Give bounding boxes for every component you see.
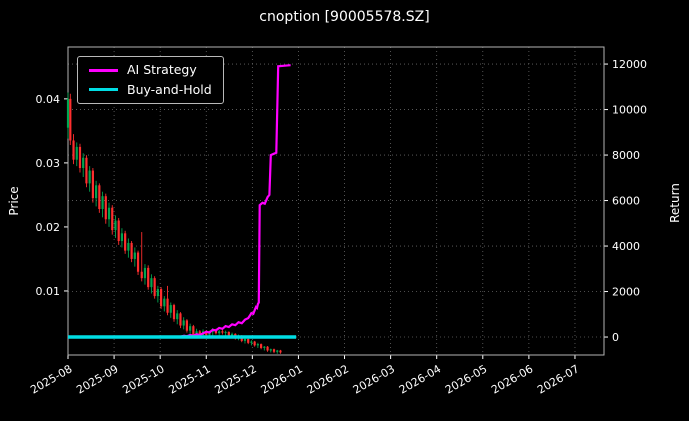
svg-text:2025-10: 2025-10: [120, 362, 166, 396]
svg-text:2026-01: 2026-01: [259, 362, 305, 396]
svg-text:4000: 4000: [612, 240, 640, 253]
svg-text:2026-03: 2026-03: [351, 362, 397, 396]
svg-text:2000: 2000: [612, 286, 640, 299]
svg-text:10000: 10000: [612, 104, 647, 117]
svg-text:8000: 8000: [612, 149, 640, 162]
svg-text:0: 0: [612, 331, 619, 344]
chart-title: cnoption [90005578.SZ]: [259, 9, 430, 25]
svg-text:2026-07: 2026-07: [535, 362, 581, 396]
svg-text:0.02: 0.02: [36, 221, 61, 234]
legend-swatch-buy-and-hold: [89, 88, 118, 92]
legend-swatch-ai-strategy: [89, 68, 118, 72]
legend-label-buy-and-hold: Buy-and-Hold: [127, 81, 212, 97]
svg-text:0.04: 0.04: [36, 93, 61, 106]
svg-text:2025-12: 2025-12: [213, 362, 259, 396]
return-axis-label: Return: [668, 183, 682, 223]
svg-text:2026-06: 2026-06: [489, 362, 535, 396]
legend-item-buy-and-hold: Buy-and-Hold: [89, 81, 212, 97]
svg-text:2025-11: 2025-11: [166, 362, 212, 396]
legend: AI Strategy Buy-and-Hold: [77, 56, 224, 104]
svg-text:2026-04: 2026-04: [397, 362, 443, 396]
legend-label-ai-strategy: AI Strategy: [127, 62, 197, 77]
svg-text:2026-02: 2026-02: [305, 362, 351, 396]
svg-text:12000: 12000: [612, 58, 647, 71]
svg-text:0.01: 0.01: [36, 285, 61, 298]
svg-text:2025-09: 2025-09: [74, 362, 120, 396]
price-axis-label: Price: [7, 186, 21, 216]
svg-text:0.03: 0.03: [36, 157, 61, 170]
svg-text:2025-08: 2025-08: [28, 362, 74, 396]
legend-item-ai-strategy: AI Strategy: [89, 62, 212, 77]
svg-text:6000: 6000: [612, 195, 640, 208]
svg-text:2026-05: 2026-05: [443, 362, 489, 396]
